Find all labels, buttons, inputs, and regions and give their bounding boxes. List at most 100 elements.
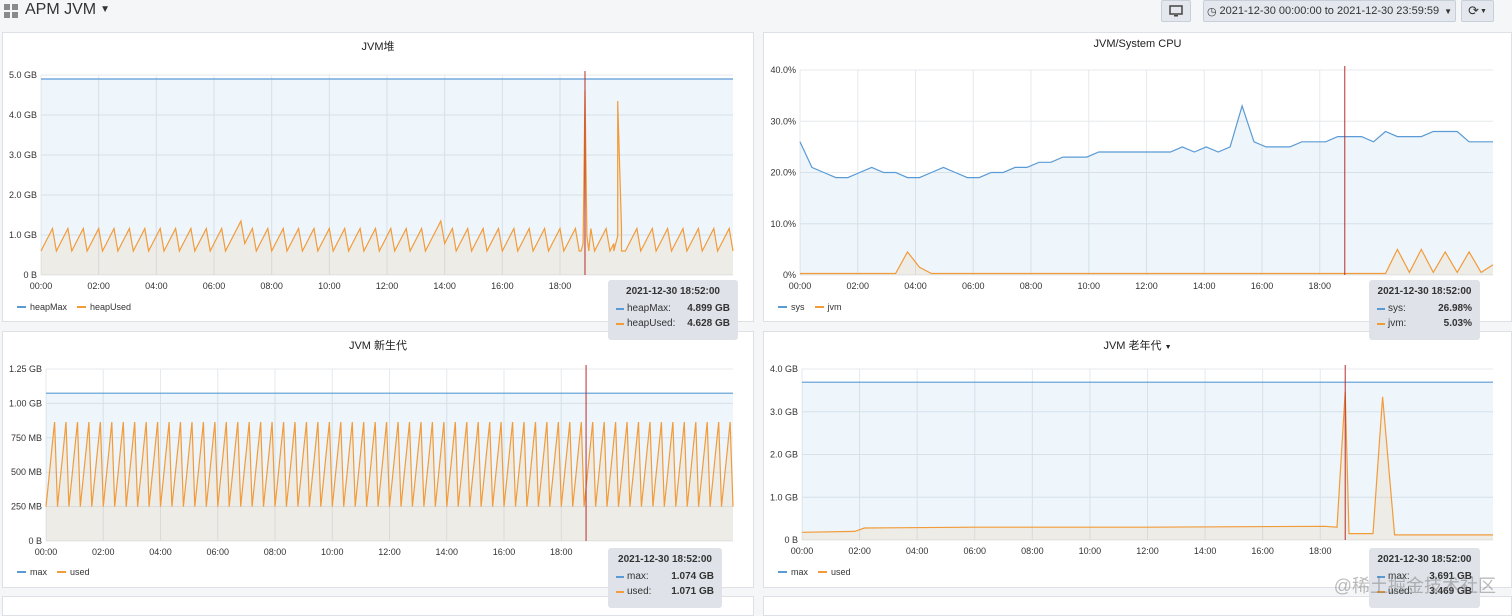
tooltip-value: 4.628 GB — [687, 318, 730, 329]
chart-jvm-young-gen[interactable]: 1.25 GB 1.00 GB 750 MB 500 MB 250 MB 0 B00:00… — [3, 332, 755, 589]
chevron-down-icon: ▼ — [1164, 344, 1172, 351]
tooltip-series-name: max: — [1388, 571, 1410, 582]
legend-item-max[interactable]: max — [778, 567, 808, 577]
panel-jvm-heap: JVM堆 5.0 GB 4.0 GB 3.0 GB 2.0 GB 1.0 GB 0 B 00… — [2, 32, 754, 322]
y-tick-label: 250 MB — [11, 502, 42, 512]
x-tick-label: 04:00 — [145, 281, 168, 291]
x-tick-label: 02:00 — [846, 281, 869, 291]
legend-item-max[interactable]: max — [17, 567, 47, 577]
dashboard-title[interactable]: APM JVM ▼ — [25, 1, 110, 19]
panel-jvm-system-cpu: JVM/System CPU 40.0% 30.0% 20.0% 10.0% 0% 00:… — [763, 32, 1512, 322]
chart-jvm-heap[interactable]: 5.0 GB 4.0 GB 3.0 GB 2.0 GB 1.0 GB 0 B00:00 02… — [3, 33, 755, 323]
series-area-jvm — [800, 249, 1493, 275]
clock-icon: ◷ — [1206, 5, 1217, 18]
x-tick-label: 12:00 — [378, 547, 401, 557]
x-tick-label: 04:00 — [904, 281, 927, 291]
x-tick-label: 06:00 — [203, 281, 226, 291]
legend-swatch — [818, 571, 828, 573]
y-tick-label: 30.0% — [770, 116, 796, 126]
tv-mode-button[interactable] — [1161, 0, 1191, 22]
y-tick-label: 750 MB — [11, 433, 42, 443]
tooltip-swatch — [1377, 322, 1385, 325]
tooltip-jvm-heap: 2021-12-30 18:52:00 heapMax: 4.899 GB hea… — [608, 280, 738, 340]
legend: max used — [778, 567, 851, 577]
x-tick-label: 00:00 — [791, 546, 814, 556]
panel-title[interactable]: JVM/System CPU — [1093, 38, 1182, 50]
tooltip-row: jvm: 5.03% — [1377, 316, 1472, 331]
x-tick-label: 12:00 — [1136, 546, 1159, 556]
x-tick-label: 10:00 — [321, 547, 344, 557]
tooltip-jvm-old: 2021-12-30 18:52:00 max: 3.691 GB used: 3.… — [1369, 548, 1480, 608]
x-tick-label: 02:00 — [87, 281, 110, 291]
x-tick-label: 02:00 — [848, 546, 871, 556]
x-tick-label: 06:00 — [962, 281, 985, 291]
y-tick-label: 3.0 GB — [770, 407, 798, 417]
chevron-down-icon: ▼ — [1479, 7, 1487, 15]
legend-label: used — [70, 567, 90, 577]
legend-item-heapused[interactable]: heapUsed — [77, 302, 131, 312]
tooltip-time: 2021-12-30 18:52:00 — [1377, 554, 1472, 565]
monitor-icon — [1169, 5, 1183, 17]
tooltip-value: 26.98% — [1438, 303, 1472, 314]
y-tick-label: 1.25 GB — [9, 364, 42, 374]
tooltip-series-name: used: — [627, 586, 652, 597]
tooltip-row: heapUsed: 4.628 GB — [616, 316, 730, 331]
x-tick-label: 00:00 — [35, 547, 58, 557]
x-tick-label: 18:00 — [550, 547, 573, 557]
x-tick-label: 16:00 — [1251, 546, 1274, 556]
panel-title[interactable]: JVM 新生代 — [348, 340, 408, 352]
y-tick-label: 0 B — [784, 535, 798, 545]
y-tick-label: 4.0 GB — [770, 364, 798, 374]
tooltip-swatch — [616, 307, 624, 310]
tooltip-row: sys: 26.98% — [1377, 301, 1472, 316]
chevron-down-icon: ▼ — [100, 4, 111, 15]
series-area-used — [46, 422, 733, 541]
chart-jvm-system-cpu[interactable]: 40.0% 30.0% 20.0% 10.0% 0%00:00 02:00 04:00 06:… — [764, 33, 1512, 323]
chart-jvm-old-gen[interactable]: 4.0 GB 3.0 GB 2.0 GB 1.0 GB 0 B00:00 02:00 04:… — [764, 332, 1512, 589]
x-tick-label: 14:00 — [433, 281, 456, 291]
legend-item-used[interactable]: used — [57, 567, 90, 577]
y-tick-label: 5.0 GB — [9, 70, 37, 80]
x-tick-label: 12:00 — [376, 281, 399, 291]
legend-swatch — [17, 306, 26, 308]
legend-item-sys[interactable]: sys — [778, 302, 805, 312]
series-line-heapUsed — [40, 89, 734, 253]
refresh-button[interactable]: ⟳ ▼ — [1461, 0, 1494, 22]
panel-title[interactable]: JVM堆 — [361, 41, 395, 53]
tooltip-swatch — [1377, 575, 1385, 578]
panel-title-text: JVM 老年代 — [1103, 340, 1162, 352]
legend: heapMax heapUsed — [17, 302, 131, 312]
legend-swatch — [17, 571, 26, 573]
refresh-icon: ⟳ — [1468, 3, 1479, 18]
tooltip-time: 2021-12-30 18:52:00 — [626, 286, 720, 297]
y-tick-label: 1.00 GB — [9, 398, 42, 408]
legend-label: heapUsed — [90, 302, 132, 312]
legend-item-heapmax[interactable]: heapMax — [17, 302, 67, 312]
x-tick-label: 10:00 — [1079, 546, 1102, 556]
tooltip-value: 1.071 GB — [671, 586, 714, 597]
x-tick-label: 14:00 — [435, 547, 458, 557]
time-range-picker[interactable]: ◷ 2021-12-30 00:00:00 to 2021-12-30 23:5… — [1203, 0, 1456, 22]
panel-jvm-old-gen: JVM 老年代 ▼ 4.0 GB 3.0 GB 2.0 GB 1.0 GB 0 B 00:… — [763, 331, 1512, 588]
legend: sys jvm — [778, 302, 842, 312]
tooltip-swatch — [616, 322, 624, 325]
x-tick-label: 10:00 — [1077, 281, 1100, 291]
tooltip-swatch — [616, 590, 624, 593]
tooltip-row: heapMax: 4.899 GB — [616, 301, 730, 316]
series-line-used — [801, 391, 1493, 536]
tooltip-series-name: sys: — [1388, 303, 1406, 314]
x-tick-label: 14:00 — [1194, 546, 1217, 556]
legend-item-jvm[interactable]: jvm — [814, 302, 842, 312]
y-tick-label: 1.0 GB — [9, 230, 37, 240]
legend-label: jvm — [827, 302, 842, 312]
panel-title[interactable]: JVM 老年代 ▼ — [764, 337, 1511, 353]
legend-label: heapMax — [30, 302, 68, 312]
y-tick-label: 20.0% — [770, 168, 796, 178]
y-tick-label: 40.0% — [770, 65, 796, 75]
legend-label: max — [30, 567, 48, 577]
watermark: @稀土掘金技术社区 — [1333, 576, 1496, 596]
x-tick-label: 08:00 — [1021, 546, 1044, 556]
time-range-text: 2021-12-30 00:00:00 to 2021-12-30 23:59:… — [1219, 5, 1440, 17]
legend-item-used[interactable]: used — [818, 567, 851, 577]
tooltip-value: 1.074 GB — [671, 571, 714, 582]
